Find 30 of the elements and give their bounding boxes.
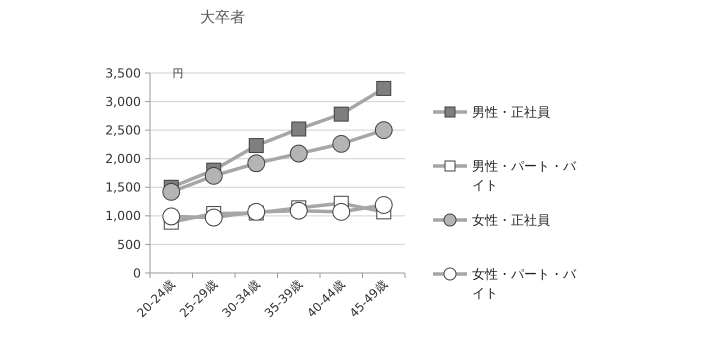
y-tick-label: 2,500: [105, 122, 142, 138]
point: [204, 208, 223, 226]
point: [291, 122, 306, 136]
y-tick-label: 1,500: [105, 180, 142, 195]
point: [247, 202, 266, 221]
y-axis-title: 円: [172, 67, 184, 80]
point: [374, 196, 393, 214]
point: [374, 121, 393, 140]
point: [290, 144, 308, 162]
y-tick-label: 3,500: [105, 65, 142, 80]
point: [334, 106, 349, 122]
point: [332, 202, 350, 221]
legend-label: 男性・パート・バイト: [472, 160, 577, 194]
y-tick-label: 3,000: [105, 94, 142, 109]
legend-label: 女性・パート・バイト: [472, 268, 577, 302]
point: [247, 154, 266, 172]
point: [162, 182, 180, 201]
point: [290, 202, 308, 220]
legend-label: 女性・正社員: [472, 214, 550, 229]
point: [376, 80, 392, 96]
y-tick-label: 500: [117, 236, 142, 252]
y-tick-label: 2,000: [105, 151, 142, 166]
y-tick-label: 1,000: [105, 208, 142, 224]
y-tick-label: 0: [133, 265, 142, 280]
point: [248, 138, 264, 154]
legend-label: 男性・正社員: [472, 106, 550, 121]
point: [204, 166, 223, 185]
point: [332, 134, 350, 153]
point: [162, 208, 180, 226]
chart-title: 大卒者: [200, 8, 245, 26]
